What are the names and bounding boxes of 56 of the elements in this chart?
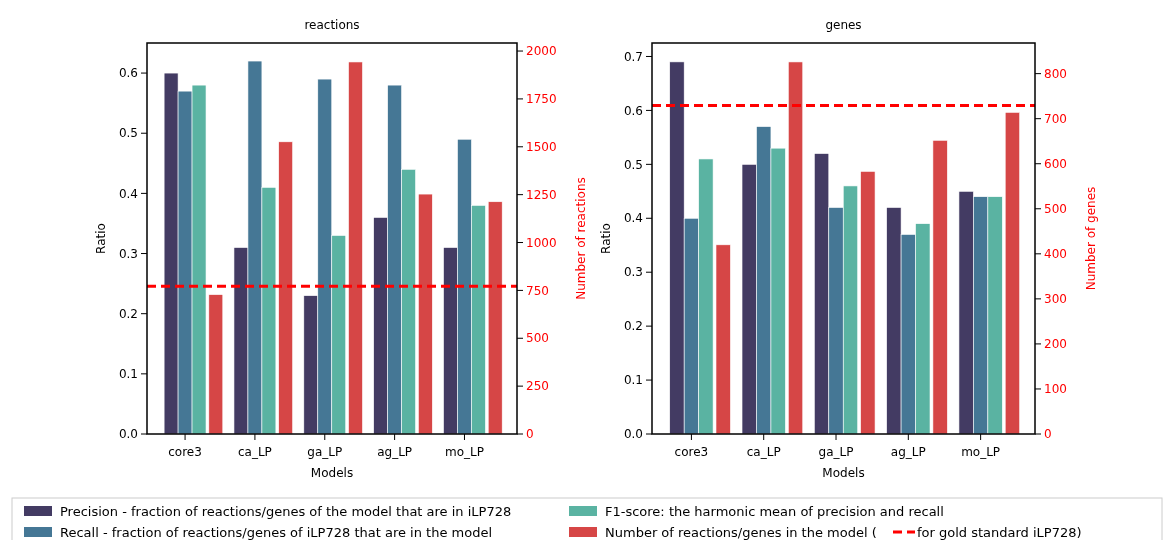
legend-label: for gold standard iLP728) bbox=[917, 524, 1082, 540]
x-tick-label: ca_LP bbox=[746, 445, 781, 459]
y-tick-label: 0.1 bbox=[623, 373, 643, 388]
chart-title: reactions bbox=[304, 18, 360, 32]
x-tick-label: ga_LP bbox=[307, 445, 343, 459]
y2-axis-title: Number of reactions bbox=[574, 177, 588, 300]
y2-tick-label: 750 bbox=[526, 283, 549, 298]
y2-tick-label: 1750 bbox=[526, 92, 557, 107]
x-tick-label: ag_LP bbox=[377, 445, 413, 459]
y-tick-label: 0.1 bbox=[118, 367, 138, 382]
legend-label: Recall - fraction of reactions/genes of iLP728 that are in the model bbox=[60, 524, 493, 540]
y2-tick-label: 300 bbox=[1044, 292, 1067, 307]
x-axis-title: Models bbox=[822, 466, 865, 480]
y2-tick-label: 600 bbox=[1044, 156, 1067, 171]
y-tick-label: 0.4 bbox=[623, 211, 643, 226]
y-axis-title: Ratio bbox=[94, 223, 108, 254]
y-tick-label: 0.7 bbox=[623, 49, 643, 64]
y2-tick-label: 250 bbox=[526, 379, 549, 394]
y2-tick-label: 1500 bbox=[526, 139, 557, 154]
legend-label: F1-score: the harmonic mean of precision and recall bbox=[605, 503, 944, 519]
legend-label: Precision - fraction of reactions/genes of the model that are in iLP728 bbox=[60, 503, 512, 519]
y2-tick-label: 200 bbox=[1044, 337, 1067, 352]
y-tick-label: 0.5 bbox=[118, 126, 138, 141]
x-tick-label: core3 bbox=[168, 445, 202, 459]
y2-tick-label: 700 bbox=[1044, 111, 1067, 126]
y-tick-label: 0.0 bbox=[623, 427, 643, 442]
y-tick-label: 0.4 bbox=[118, 186, 138, 201]
x-tick-label: mo_LP bbox=[445, 445, 484, 459]
y2-tick-label: 0 bbox=[1044, 427, 1052, 442]
y-tick-label: 0.2 bbox=[118, 306, 138, 321]
y2-tick-label: 800 bbox=[1044, 66, 1067, 81]
y-tick-label: 0.3 bbox=[118, 246, 138, 261]
y2-tick-label: 500 bbox=[1044, 201, 1067, 216]
x-axis-title: Models bbox=[310, 466, 354, 480]
y-tick-label: 0.2 bbox=[623, 319, 643, 334]
y-axis-title: Ratio bbox=[599, 223, 613, 254]
y-tick-label: 0.0 bbox=[118, 427, 138, 442]
y2-tick-label: 100 bbox=[1044, 382, 1067, 397]
x-tick-label: mo_LP bbox=[961, 445, 1001, 459]
y-tick-label: 0.6 bbox=[118, 66, 138, 81]
x-tick-label: ca_LP bbox=[237, 445, 272, 459]
y-tick-label: 0.6 bbox=[623, 103, 643, 118]
y2-tick-label: 0 bbox=[526, 427, 534, 442]
y-tick-label: 0.5 bbox=[623, 157, 643, 172]
y2-tick-label: 500 bbox=[526, 331, 549, 346]
y2-tick-label: 1000 bbox=[526, 235, 557, 250]
x-tick-label: ga_LP bbox=[818, 445, 854, 459]
y2-tick-label: 400 bbox=[1044, 247, 1067, 262]
legend-label: Number of reactions/genes in the model ( bbox=[605, 524, 877, 540]
x-tick-label: ag_LP bbox=[890, 445, 926, 459]
y-tick-label: 0.3 bbox=[623, 265, 643, 280]
x-tick-label: core3 bbox=[674, 445, 709, 459]
y2-tick-label: 1250 bbox=[526, 187, 557, 202]
y2-axis-title: Number of genes bbox=[1084, 186, 1098, 291]
chart-title: genes bbox=[825, 18, 862, 32]
y2-tick-label: 2000 bbox=[526, 44, 557, 59]
